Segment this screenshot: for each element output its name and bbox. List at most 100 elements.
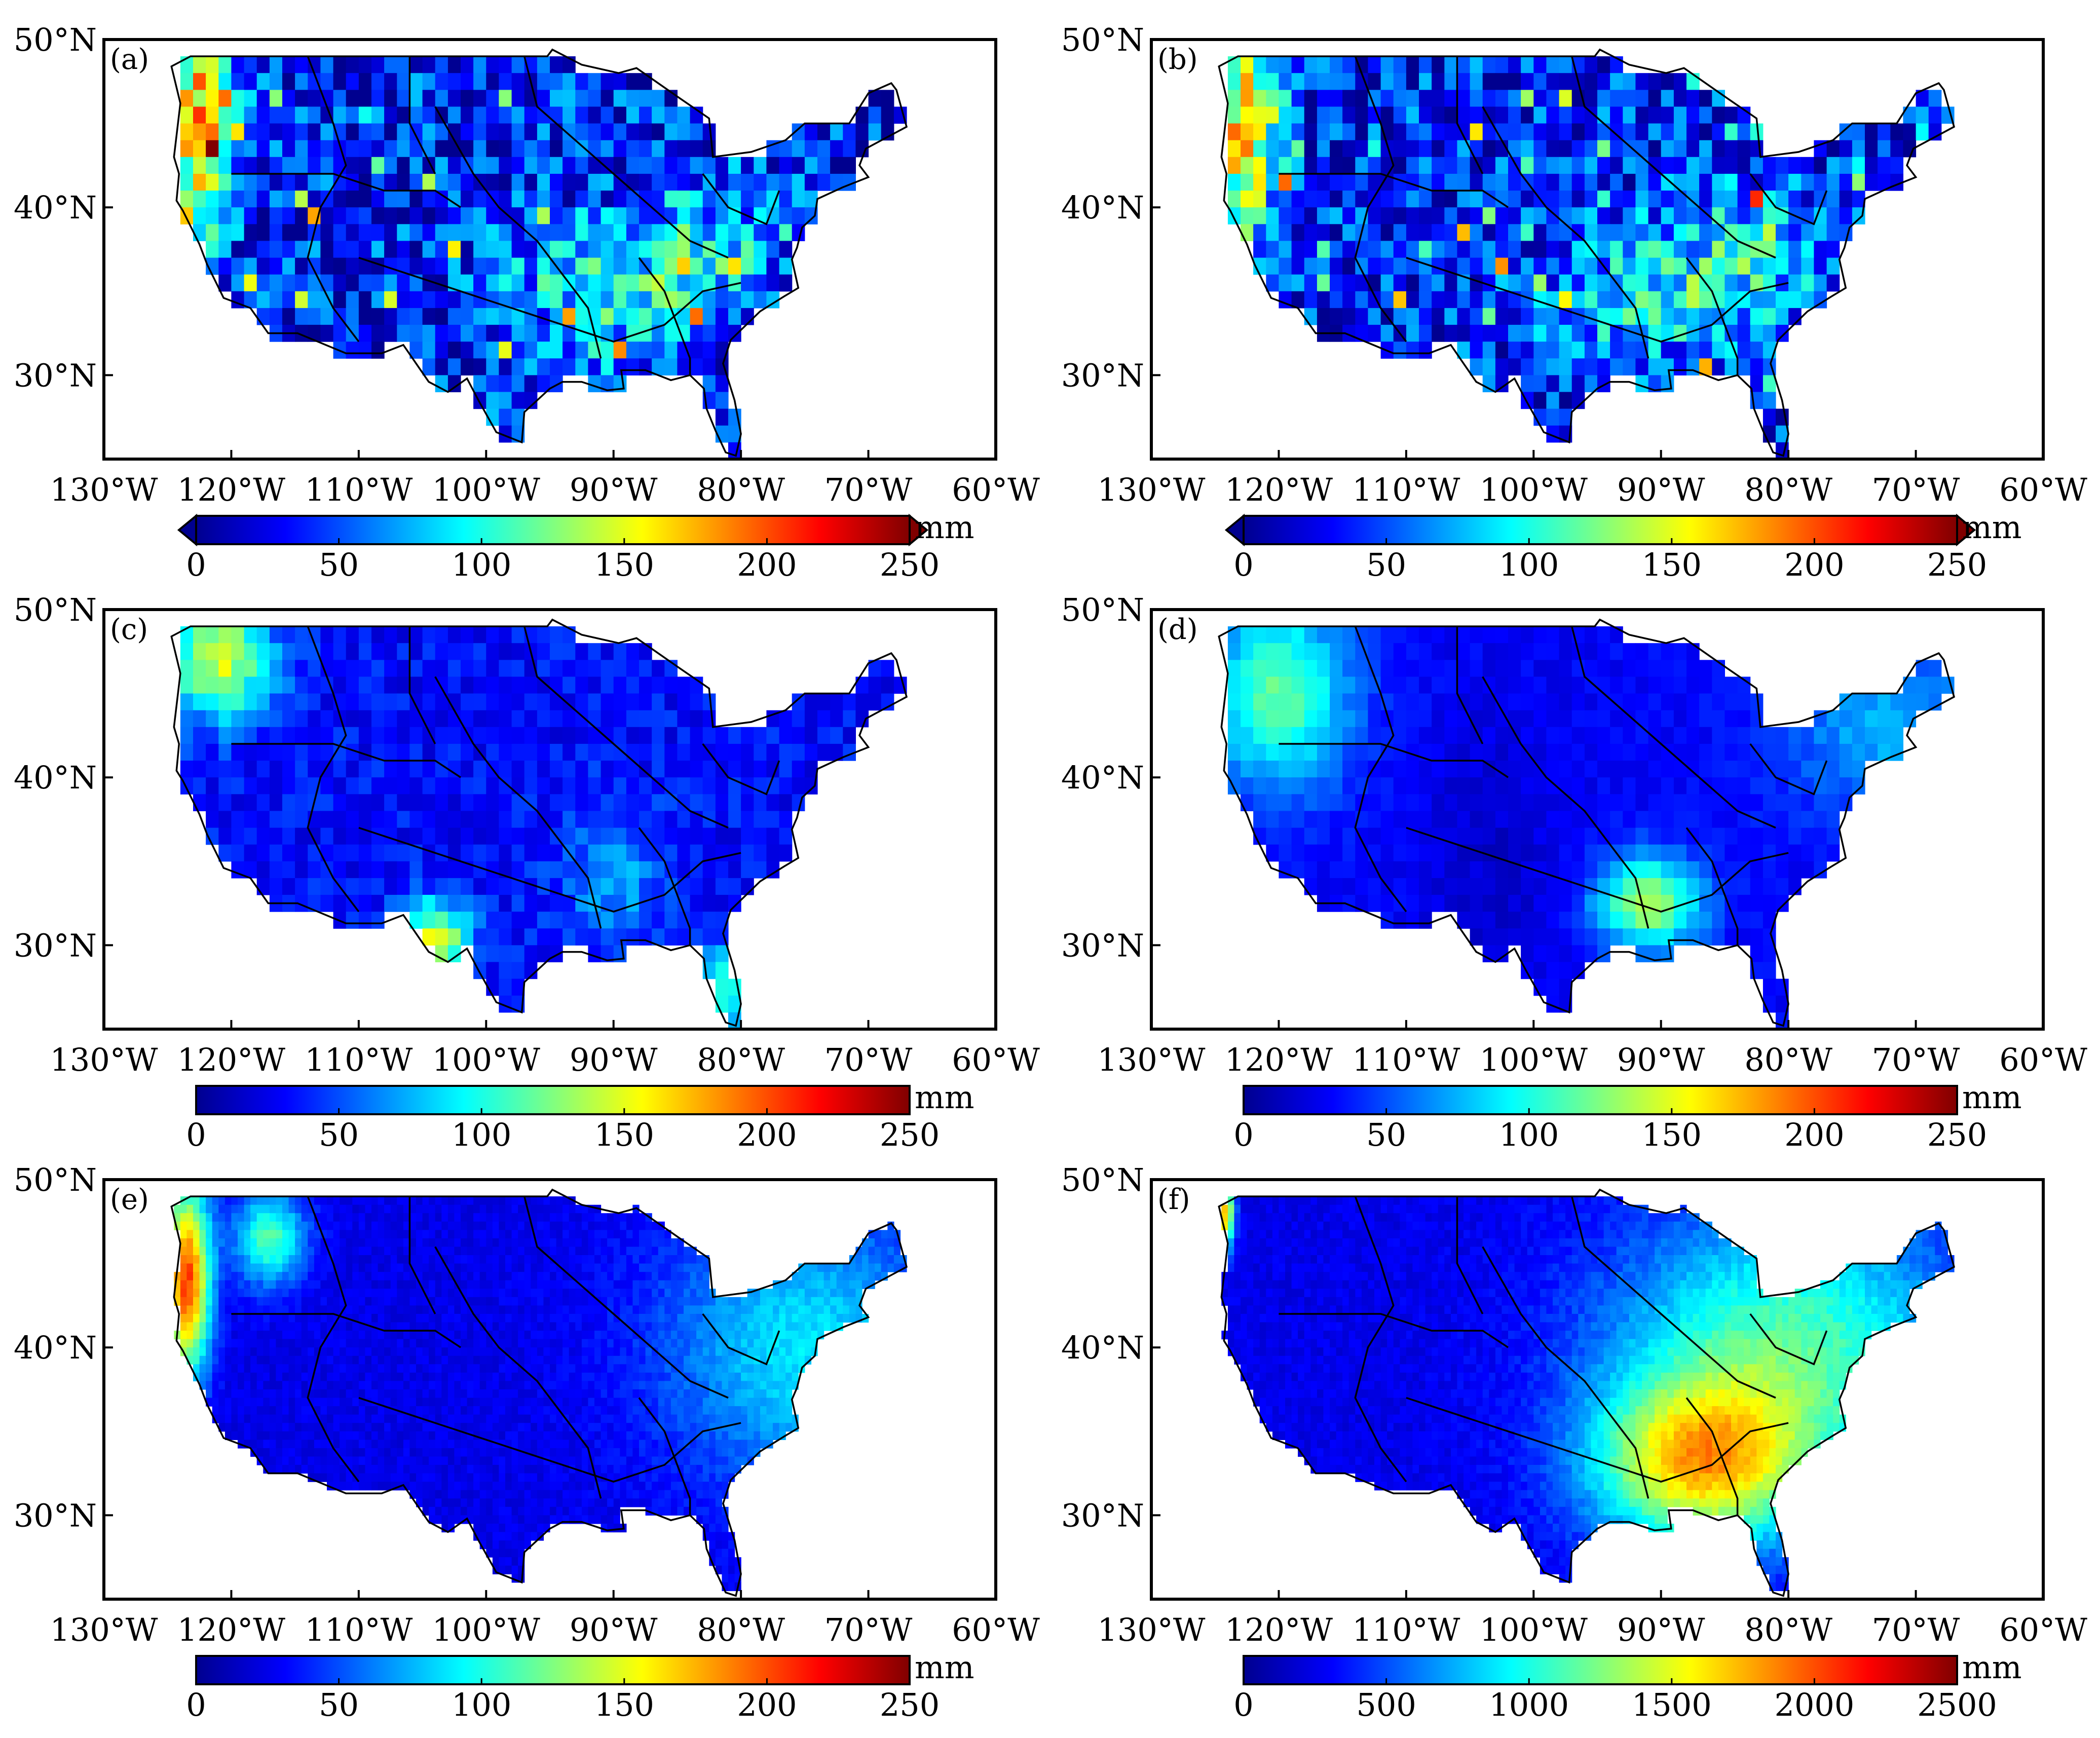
grid-cell <box>779 1297 786 1306</box>
grid-cell <box>524 744 538 761</box>
grid-cell <box>269 257 283 275</box>
grid-cell <box>601 1255 608 1264</box>
grid-cell <box>231 123 245 141</box>
grid-cell <box>1750 878 1764 895</box>
grid-cell <box>639 878 652 895</box>
grid-cell <box>1673 727 1687 744</box>
grid-cell <box>1470 912 1483 929</box>
grid-cell <box>206 660 219 677</box>
grid-cell <box>875 1238 882 1248</box>
grid-cell <box>206 224 219 241</box>
lon-tick-label: 130°W <box>1097 471 1205 508</box>
grid-cell <box>511 794 525 811</box>
grid-cell <box>422 1322 429 1331</box>
grid-cell <box>1533 794 1547 811</box>
grid-cell <box>728 761 741 778</box>
grid-cell <box>1508 358 1521 375</box>
grid-cell <box>562 1280 570 1289</box>
grid-cell <box>1635 274 1649 292</box>
grid-cell <box>804 140 818 158</box>
grid-cell <box>295 191 308 208</box>
grid-cell <box>199 1280 206 1289</box>
lon-tick-label: 100°W <box>1480 471 1588 508</box>
grid-cell <box>492 1196 500 1205</box>
grid-cell <box>397 291 410 309</box>
grid-cell <box>1291 191 1305 208</box>
grid-cell <box>206 1246 213 1256</box>
grid-cell <box>550 224 563 241</box>
grid-cell <box>422 744 436 761</box>
grid-cell <box>1699 744 1712 761</box>
grid-cell <box>1457 761 1471 778</box>
grid-cell <box>1241 744 1254 761</box>
grid-cell <box>1559 358 1572 375</box>
grid-cell <box>569 1289 576 1298</box>
grid-cell <box>256 106 270 124</box>
grid-cell <box>652 878 665 895</box>
grid-cell <box>792 761 805 778</box>
basin-boundary <box>434 106 602 359</box>
colorbar-tick-label: 100 <box>452 1116 511 1153</box>
grid-cell <box>1495 895 1509 912</box>
grid-cell <box>1623 358 1636 375</box>
grid-cell <box>295 1196 302 1205</box>
colorbar-tick-label: 50 <box>319 1116 359 1153</box>
grid-cell <box>798 1289 805 1298</box>
basin-boundary <box>702 173 780 225</box>
grid-cell <box>1584 643 1598 660</box>
grid-cell <box>358 912 372 929</box>
colorbar-tick-label: 200 <box>737 1116 797 1153</box>
grid-cell <box>333 1238 340 1248</box>
grid-cell <box>256 710 270 728</box>
grid-cell <box>244 90 257 107</box>
grid-cell <box>422 1305 429 1314</box>
grid-cell <box>779 174 793 191</box>
grid-cell <box>754 744 767 761</box>
grid-cell <box>180 1213 188 1222</box>
grid-cell <box>435 945 448 963</box>
grid-cell <box>461 693 474 711</box>
grid-cell <box>1393 224 1407 241</box>
grid-cell <box>224 1230 232 1239</box>
grid-cell <box>269 1289 277 1298</box>
grid-cell <box>1380 895 1394 912</box>
grid-cell <box>760 1289 767 1298</box>
grid-cell <box>702 207 716 224</box>
grid-cell <box>1330 744 1343 761</box>
grid-cell <box>1432 56 1445 73</box>
grid-cell <box>562 157 576 174</box>
basin-boundary <box>523 56 729 259</box>
grid-cell <box>613 1246 620 1256</box>
grid-cell <box>1686 291 1700 309</box>
grid-cell <box>218 241 232 258</box>
grid-cell <box>333 207 347 224</box>
grid-cell <box>1928 693 1942 711</box>
grid-cell <box>295 1280 302 1289</box>
grid-cell <box>371 1221 379 1230</box>
grid-cell <box>473 342 486 359</box>
grid-cell <box>588 241 602 258</box>
grid-cell <box>1686 140 1700 158</box>
grid-cell <box>887 1246 894 1256</box>
grid-cell <box>1635 693 1649 711</box>
grid-cell <box>206 1272 213 1281</box>
grid-cell <box>715 408 729 426</box>
grid-cell <box>1432 895 1445 912</box>
grid-cell <box>1342 827 1356 845</box>
grid-cell <box>346 676 359 694</box>
grid-cell <box>588 375 602 393</box>
grid-cell <box>244 157 257 174</box>
basin-boundary <box>408 626 436 744</box>
grid-cell <box>352 1272 359 1281</box>
grid-cell <box>690 207 703 224</box>
grid-cell <box>403 1305 410 1314</box>
grid-cell <box>868 1263 875 1272</box>
grid-cell <box>346 1255 353 1264</box>
grid-cell <box>397 1213 404 1222</box>
grid-cell <box>346 1305 353 1314</box>
grid-cell <box>461 1246 468 1256</box>
grid-cell <box>180 1263 188 1272</box>
colorbar-gradient <box>1243 1085 1958 1115</box>
grid-cell <box>1673 844 1687 862</box>
grid-cell <box>664 895 678 912</box>
